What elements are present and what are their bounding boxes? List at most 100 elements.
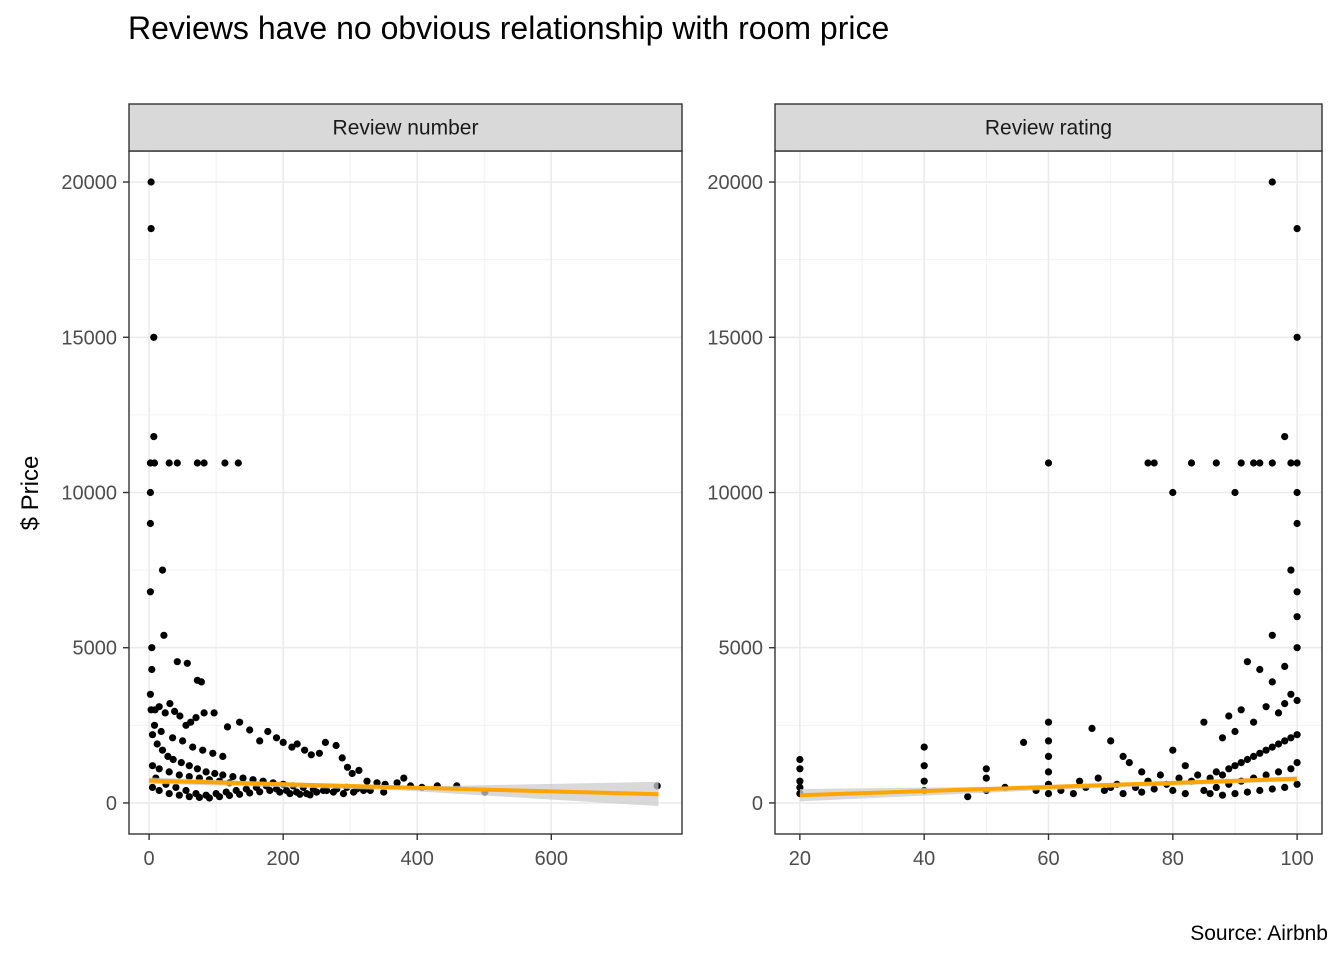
- data-point: [1293, 519, 1301, 528]
- data-point: [200, 459, 208, 467]
- data-point: [157, 727, 165, 736]
- data-point: [146, 690, 154, 698]
- data-point: [1256, 665, 1264, 674]
- data-point: [160, 631, 168, 639]
- data-point: [173, 459, 181, 467]
- data-point: [1044, 790, 1053, 798]
- data-point: [307, 751, 315, 759]
- data-point: [193, 765, 201, 773]
- data-point: [306, 791, 314, 799]
- data-point: [148, 762, 157, 770]
- data-point: [1200, 718, 1208, 726]
- data-point: [199, 746, 207, 754]
- data-point: [1169, 746, 1177, 754]
- data-point: [1281, 433, 1289, 441]
- data-point: [1044, 718, 1053, 726]
- x-tick-label: 40: [913, 848, 935, 870]
- x-tick-label: 80: [1162, 848, 1184, 870]
- data-point: [1274, 768, 1283, 776]
- data-point: [920, 743, 928, 751]
- data-point: [1287, 765, 1295, 773]
- data-point: [146, 519, 154, 528]
- x-tick-label: 100: [1280, 848, 1313, 870]
- y-tick-label: 20000: [61, 172, 117, 194]
- data-point: [1243, 658, 1251, 666]
- data-point: [1125, 759, 1133, 767]
- data-point: [236, 790, 244, 798]
- y-tick-label: 5000: [719, 638, 764, 660]
- facet-strip-label: Review rating: [985, 117, 1112, 140]
- data-point: [1256, 459, 1264, 467]
- data-point: [169, 755, 177, 764]
- trend-line: [799, 776, 1298, 798]
- data-point: [169, 734, 177, 742]
- y-tick-label: 10000: [61, 483, 117, 505]
- data-point: [146, 588, 154, 596]
- data-point: [1281, 662, 1289, 671]
- data-point: [293, 740, 301, 748]
- data-point: [338, 754, 346, 762]
- data-point: [150, 433, 158, 441]
- data-point: [239, 774, 247, 782]
- data-point: [1225, 765, 1233, 773]
- data-point: [1076, 777, 1084, 785]
- x-tick-label: 200: [266, 848, 299, 870]
- data-point: [165, 790, 173, 798]
- data-point: [323, 786, 331, 795]
- data-point: [279, 738, 287, 747]
- data-point: [1243, 755, 1251, 764]
- data-point: [236, 718, 244, 726]
- x-tick-label: 60: [1037, 848, 1059, 870]
- data-point: [1156, 771, 1164, 779]
- data-point: [266, 786, 274, 795]
- data-point: [1262, 746, 1270, 754]
- data-point: [193, 459, 201, 467]
- data-point: [1262, 703, 1270, 711]
- data-point: [1181, 790, 1189, 798]
- data-point: [1150, 459, 1158, 467]
- data-point: [276, 788, 284, 796]
- data-point: [195, 793, 203, 802]
- data-point: [363, 777, 371, 785]
- data-point: [150, 721, 159, 729]
- data-point: [332, 741, 340, 750]
- facet-panel-2: Review rating 0 5000 10000 15000 20000 20 40 60 8…: [707, 103, 1323, 870]
- data-point: [348, 769, 356, 778]
- data-point: [1250, 752, 1258, 761]
- data-point: [1225, 712, 1233, 720]
- data-point: [1218, 734, 1227, 742]
- data-point: [256, 737, 264, 745]
- data-point: [209, 749, 217, 757]
- data-point: [1250, 459, 1258, 467]
- data-point: [339, 790, 348, 798]
- x-tick-label: 20: [789, 848, 811, 870]
- data-point: [246, 726, 254, 734]
- data-point: [148, 731, 157, 739]
- data-point: [1293, 696, 1301, 705]
- data-point: [296, 790, 304, 798]
- points-layer: [796, 178, 1301, 801]
- data-point: [1293, 613, 1301, 621]
- data-point: [1293, 488, 1301, 497]
- data-point: [1268, 678, 1276, 686]
- data-point: [202, 768, 210, 776]
- data-point: [1107, 737, 1115, 745]
- data-point: [155, 786, 163, 795]
- data-point: [1218, 771, 1227, 779]
- data-point: [1044, 752, 1053, 761]
- data-point: [229, 773, 237, 781]
- data-point: [223, 723, 232, 731]
- data-point: [315, 749, 323, 757]
- data-point: [189, 743, 197, 751]
- data-point: [175, 791, 183, 799]
- data-point: [164, 752, 172, 761]
- data-point: [1287, 459, 1295, 467]
- data-point: [400, 774, 408, 782]
- data-point: [1262, 771, 1270, 779]
- data-point: [187, 718, 195, 726]
- data-point: [796, 765, 804, 773]
- data-point: [393, 779, 401, 787]
- data-point: [153, 740, 161, 748]
- data-point: [1293, 588, 1301, 596]
